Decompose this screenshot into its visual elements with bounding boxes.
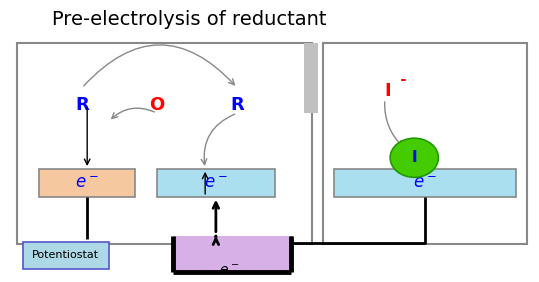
Bar bbox=[305, 43, 318, 113]
Text: Potentiostat: Potentiostat bbox=[32, 250, 99, 261]
Text: Pre-electrolysis of reductant: Pre-electrolysis of reductant bbox=[52, 10, 326, 29]
Text: -: - bbox=[395, 72, 407, 87]
Bar bbox=[39, 169, 135, 197]
Text: R: R bbox=[231, 96, 244, 114]
Bar bbox=[173, 236, 291, 272]
Text: R: R bbox=[75, 96, 89, 114]
Bar bbox=[23, 241, 109, 269]
Bar bbox=[334, 169, 516, 197]
Bar bbox=[17, 43, 313, 244]
Text: $e^-$: $e^-$ bbox=[204, 174, 228, 192]
Text: I: I bbox=[411, 150, 417, 165]
Text: I: I bbox=[384, 82, 391, 100]
Text: $e^-$: $e^-$ bbox=[413, 174, 437, 192]
Text: $e^-$: $e^-$ bbox=[75, 174, 99, 192]
Text: O: O bbox=[149, 96, 164, 114]
Bar bbox=[157, 169, 275, 197]
Ellipse shape bbox=[390, 138, 438, 177]
Text: $e^-$: $e^-$ bbox=[219, 264, 239, 278]
Bar bbox=[323, 43, 527, 244]
